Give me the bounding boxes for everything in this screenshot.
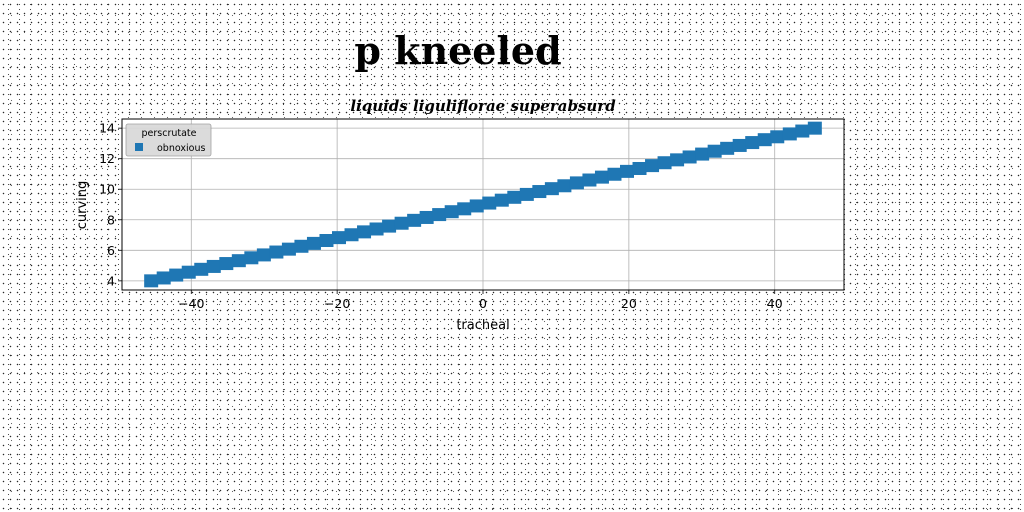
- scatter-point: [795, 124, 810, 138]
- scatter-point: [670, 153, 685, 167]
- scatter-point: [757, 133, 772, 147]
- scatter-point: [319, 234, 334, 248]
- x-tick-label: −20: [324, 296, 350, 311]
- axis-ticks: −40 −20 0 20 40 4 6 8 10 12 14: [99, 121, 783, 311]
- y-tick-label: 14: [99, 121, 115, 136]
- scatter-point: [745, 136, 760, 150]
- scatter-point: [432, 208, 447, 222]
- scatter-point: [594, 170, 609, 184]
- scatter-point: [519, 187, 534, 201]
- y-tick-label: 10: [99, 182, 115, 197]
- scatter-point: [657, 156, 672, 170]
- scatter-point: [206, 259, 221, 273]
- scatter-point: [407, 213, 422, 227]
- x-tick-label: −40: [178, 296, 204, 311]
- scatter-point: [782, 127, 797, 141]
- y-axis-label: curving: [75, 181, 90, 230]
- scatter-point: [369, 222, 384, 236]
- scatter-point: [244, 251, 259, 265]
- scatter-point: [194, 262, 209, 276]
- chart-title: p kneeled: [354, 28, 561, 73]
- scatter-point: [569, 176, 584, 190]
- y-tick-label: 8: [107, 212, 115, 227]
- scatter-point: [457, 202, 472, 216]
- scatter-point: [357, 225, 372, 239]
- legend-box: [125, 123, 212, 157]
- scatter-point: [482, 196, 497, 210]
- scatter-point: [557, 179, 572, 193]
- scatter-point: [507, 190, 522, 204]
- scatter-point: [645, 159, 660, 173]
- scatter-point: [632, 161, 647, 175]
- x-tick-label: 0: [479, 296, 487, 311]
- x-tick-label: 40: [767, 296, 783, 311]
- grid: [122, 119, 844, 290]
- scatter-point: [419, 210, 434, 224]
- x-tick-label: 20: [621, 296, 637, 311]
- scatter-point: [382, 219, 397, 233]
- y-tick-label: 4: [107, 273, 115, 288]
- scatter-point: [256, 248, 271, 262]
- scatter-point: [494, 193, 509, 207]
- scatter-point: [807, 121, 822, 135]
- scatter-point: [331, 231, 346, 245]
- scatter-point: [181, 265, 196, 279]
- scatter-point: [231, 254, 246, 268]
- scatter-point: [306, 236, 321, 250]
- x-axis-label: tracheal: [456, 318, 509, 333]
- scatter-point: [156, 271, 171, 285]
- scatter-point: [469, 199, 484, 213]
- scatter-point: [269, 245, 284, 259]
- chart-subtitle: liquids liguliflorae superabsurd: [350, 97, 616, 115]
- scatter-point: [544, 182, 559, 196]
- y-tick-label: 6: [107, 243, 115, 258]
- scatter-point: [682, 150, 697, 164]
- legend-swatch: [135, 143, 143, 151]
- legend-title: perscrutate: [142, 128, 197, 139]
- scatter-point: [607, 167, 622, 181]
- scatter-point: [169, 268, 184, 282]
- legend-label: obnoxious: [157, 143, 205, 154]
- legend: perscrutate obnoxious: [125, 123, 212, 157]
- scatter-point: [394, 216, 409, 230]
- scatter-point: [770, 130, 785, 144]
- scatter-point: [732, 138, 747, 152]
- scatter-point: [695, 147, 710, 161]
- scatter-point: [281, 242, 296, 256]
- scatter-point: [532, 185, 547, 199]
- scatter-point: [620, 164, 635, 178]
- scatter-point: [344, 228, 359, 242]
- scatter-point: [582, 173, 597, 187]
- scatter-point: [707, 144, 722, 158]
- scatter-point: [444, 205, 459, 219]
- y-tick-label: 12: [99, 151, 115, 166]
- scatter-point: [144, 274, 159, 288]
- scatter-point: [294, 239, 309, 253]
- scatter-point: [219, 257, 234, 271]
- series-markers: [144, 121, 822, 288]
- scatter-point: [720, 141, 735, 155]
